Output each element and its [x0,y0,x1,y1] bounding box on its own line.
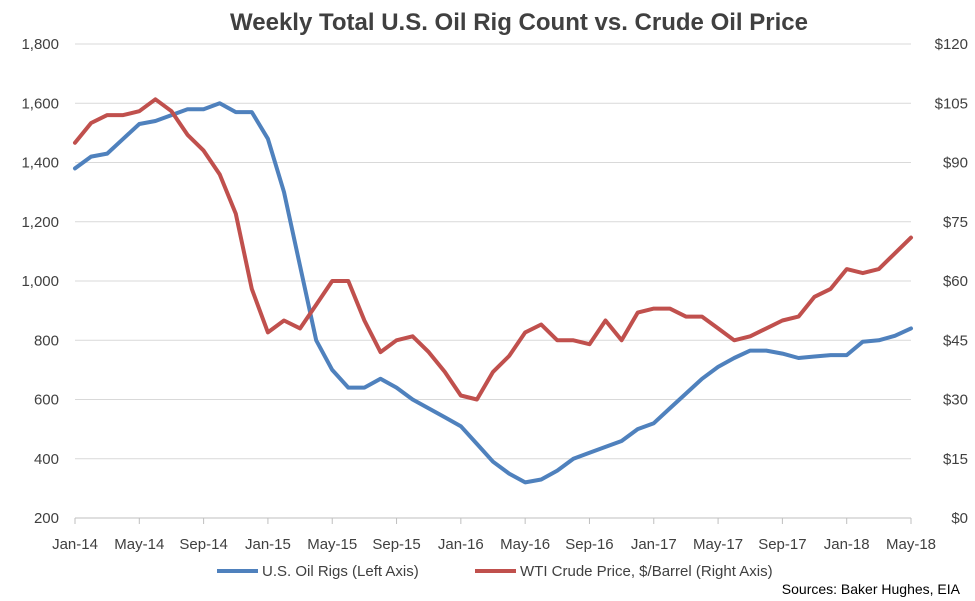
x-tick-label: May-17 [693,536,743,553]
legend: U.S. Oil Rigs (Left Axis) WTI Crude Pric… [217,563,773,580]
x-tick-label: Sep-14 [179,536,227,553]
left-tick-label: 1,000 [21,273,59,290]
x-tick-label: Jan-15 [245,536,291,553]
left-tick-label: 200 [34,510,59,527]
x-tick-label: Jan-14 [52,536,98,553]
left-axis: 200 400 600 800 1,000 1,200 1,400 1,600 1,800 [21,36,59,527]
chart-title: Weekly Total U.S. Oil Rig Count vs. Crud… [230,9,808,36]
series-group [73,97,913,485]
left-tick-label: 800 [34,332,59,349]
right-tick-label: $75 [943,214,968,231]
x-tick-label: Sep-16 [565,536,613,553]
right-tick-label: $105 [935,95,968,112]
x-tick-label: May-14 [114,536,164,553]
x-tick-label: May-15 [307,536,357,553]
grid [75,43,911,519]
right-tick-label: $0 [951,510,968,527]
legend-label-wti: WTI Crude Price, $/Barrel (Right Axis) [520,563,773,580]
left-tick-label: 1,600 [21,95,59,112]
left-tick-label: 1,800 [21,36,59,53]
right-tick-label: $45 [943,332,968,349]
right-axis: $0 $15 $30 $45 $60 $75 $90 $105 $120 [935,36,968,527]
series-line-0 [73,101,913,485]
left-tick-label: 600 [34,392,59,409]
right-tick-label: $30 [943,392,968,409]
legend-label-rigs: U.S. Oil Rigs (Left Axis) [262,563,419,580]
right-tick-label: $120 [935,36,968,53]
x-tick-label: Sep-17 [758,536,806,553]
x-axis: Jan-14 May-14 Sep-14 Jan-15 May-15 Sep-15 Jan-… [52,517,936,553]
left-tick-label: 1,400 [21,155,59,172]
left-tick-label: 400 [34,451,59,468]
right-tick-label: $90 [943,155,968,172]
x-tick-label: Sep-15 [372,536,420,553]
right-tick-label: $60 [943,273,968,290]
x-tick-label: Jan-16 [438,536,484,553]
source-note: Sources: Baker Hughes, EIA [782,581,961,597]
x-tick-label: Jan-17 [631,536,677,553]
left-tick-label: 1,200 [21,214,59,231]
right-tick-label: $15 [943,451,968,468]
x-tick-label: May-18 [886,536,936,553]
x-tick-label: Jan-18 [824,536,870,553]
series-line-1 [73,97,913,402]
x-tick-label: May-16 [500,536,550,553]
